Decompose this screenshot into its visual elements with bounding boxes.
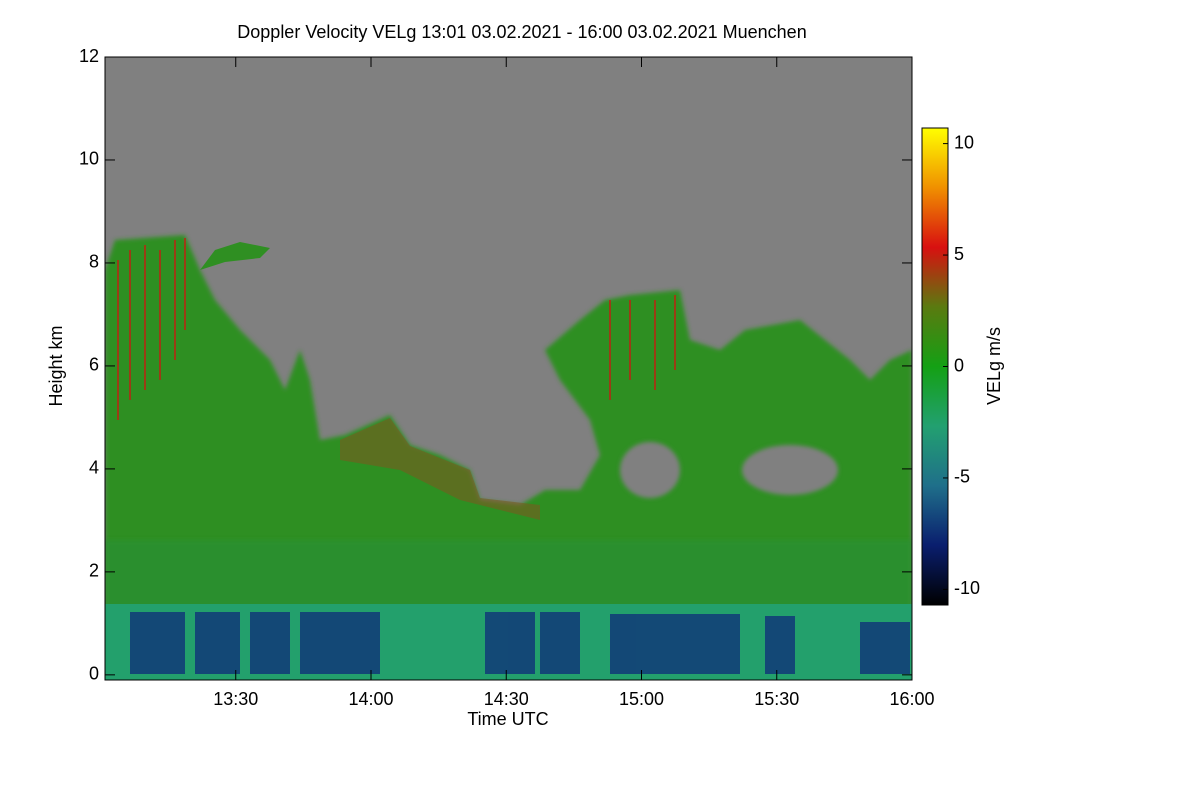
y-tick-label: 6 [89,355,99,375]
colorbar-tick-label: 0 [954,355,964,375]
y-tick-label: 2 [89,561,99,581]
y-tick-label: 10 [79,149,99,169]
y-tick-label: 0 [89,664,99,684]
colorbar-label: VELg m/s [984,327,1004,405]
y-tick-label: 4 [89,458,99,478]
colorbar-tick-label: 5 [954,244,964,264]
x-tick-label: 14:30 [484,689,529,709]
x-tick-label: 16:00 [889,689,934,709]
y-axis-label: Height km [46,325,66,406]
colorbar-tick-label: -10 [954,578,980,598]
y-tick-label: 12 [79,46,99,66]
x-tick-label: 15:00 [619,689,664,709]
x-tick-label: 14:00 [348,689,393,709]
x-tick-label: 13:30 [213,689,258,709]
plot-frame [104,56,913,681]
y-tick-label: 8 [89,252,99,272]
velocity-field [105,57,912,680]
colorbar-tick-label: 10 [954,132,974,152]
x-axis-label: Time UTC [467,709,548,729]
x-tick-label: 15:30 [754,689,799,709]
colorbar-tick-label: -5 [954,467,970,487]
chart-title: Doppler Velocity VELg 13:01 03.02.2021 -… [237,22,806,42]
